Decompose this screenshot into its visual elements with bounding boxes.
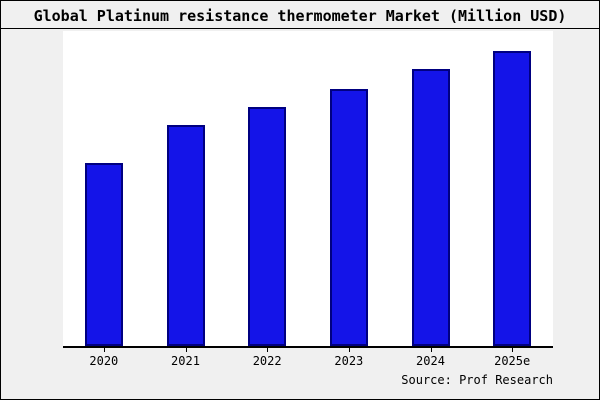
bar-2022 [248, 106, 287, 346]
x-tick-label-2022: 2022 [252, 354, 282, 368]
x-tick-label-2020: 2020 [89, 354, 119, 368]
x-tick-mark [348, 348, 350, 352]
x-tick-mark [185, 348, 187, 352]
bar-2021 [166, 124, 205, 346]
source-credit: Source: Prof Research [401, 373, 553, 387]
x-tick-label-2021: 2021 [171, 354, 200, 368]
x-tick-mark [267, 348, 269, 352]
bar-2020 [84, 163, 123, 346]
bar-2023 [329, 89, 368, 346]
x-tick-mark [103, 348, 105, 352]
chart-title: Global Platinum resistance thermometer M… [33, 7, 567, 25]
x-tick-mark [430, 348, 432, 352]
x-tick-label-2023: 2023 [334, 354, 364, 368]
x-tick-label-2024: 2024 [416, 354, 445, 368]
plot-area [63, 31, 553, 348]
title-divider [1, 28, 599, 29]
bar-2024 [411, 68, 450, 346]
x-tick-mark [512, 348, 514, 352]
x-tick-label-2025e: 2025e [494, 354, 531, 368]
bars-container [63, 31, 553, 346]
x-axis-labels: 2020 2021 2022 2023 2024 2025e [63, 348, 553, 370]
bar-2025e [493, 50, 532, 346]
